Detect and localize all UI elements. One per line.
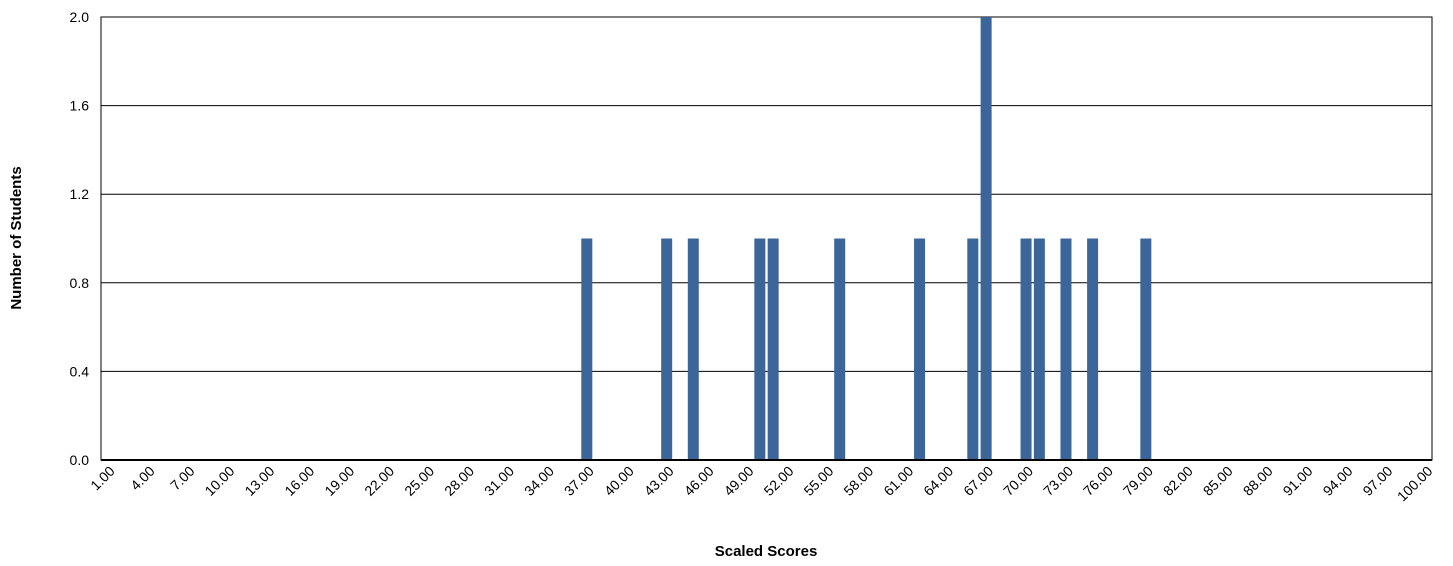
bar xyxy=(980,17,992,460)
bars xyxy=(581,17,1152,460)
x-tick-label: 25.00 xyxy=(401,463,437,499)
x-axis-title: Scaled Scores xyxy=(715,543,818,560)
x-tick-label: 4.00 xyxy=(127,463,158,494)
bar xyxy=(754,238,766,460)
bar xyxy=(581,238,593,460)
x-tick-label: 94.00 xyxy=(1320,463,1356,499)
x-tick-label: 79.00 xyxy=(1120,463,1156,499)
bar xyxy=(1140,238,1152,460)
x-tick-label: 91.00 xyxy=(1280,463,1316,499)
y-tick-label: 0.8 xyxy=(70,275,90,291)
x-tick-label: 70.00 xyxy=(1000,463,1036,499)
y-tick-label: 1.6 xyxy=(70,98,90,114)
x-tick-label: 19.00 xyxy=(321,463,357,499)
x-tick-label: 76.00 xyxy=(1080,463,1116,499)
x-tick-label: 16.00 xyxy=(281,463,317,499)
x-tick-label: 40.00 xyxy=(601,463,637,499)
y-tick-label: 0.0 xyxy=(70,452,90,468)
x-tick-label: 34.00 xyxy=(521,463,557,499)
y-tick-label: 2.0 xyxy=(70,9,90,25)
x-tick-label: 85.00 xyxy=(1200,463,1236,499)
bar xyxy=(1020,238,1032,460)
bar xyxy=(1033,238,1045,460)
bar xyxy=(834,238,846,460)
x-tick-label: 22.00 xyxy=(361,463,397,499)
x-tick-label: 58.00 xyxy=(840,463,876,499)
x-tick-label: 1.00 xyxy=(87,463,118,494)
y-axis-title: Number of Students xyxy=(8,166,25,309)
x-tick-label: 67.00 xyxy=(960,463,996,499)
x-tick-label: 97.00 xyxy=(1359,463,1395,499)
bar xyxy=(661,238,673,460)
bar xyxy=(1087,238,1099,460)
x-tick-label: 82.00 xyxy=(1160,463,1196,499)
x-tick-label: 100.00 xyxy=(1394,463,1436,505)
y-tick-labels: 0.0 0.4 0.8 1.2 1.6 2.0 xyxy=(70,9,90,468)
bar xyxy=(967,238,979,460)
y-tick-label: 1.2 xyxy=(70,186,90,202)
bar xyxy=(914,238,926,460)
x-tick-label: 43.00 xyxy=(641,463,677,499)
bar xyxy=(767,238,779,460)
plot-area xyxy=(100,16,1433,461)
bar xyxy=(1060,238,1072,460)
x-tick-label: 61.00 xyxy=(880,463,916,499)
x-tick-labels: 1.00 4.00 7.00 10.00 13.00 16.00 19.00 22.00 25.… xyxy=(87,463,1435,505)
x-tick-label: 10.00 xyxy=(201,463,237,499)
x-tick-label: 31.00 xyxy=(481,463,517,499)
gridlines xyxy=(101,105,1432,372)
x-tick-label: 49.00 xyxy=(721,463,757,499)
x-tick-label: 88.00 xyxy=(1240,463,1276,499)
x-tick-label: 13.00 xyxy=(241,463,277,499)
bar xyxy=(687,238,699,460)
x-tick-label: 55.00 xyxy=(800,463,836,499)
x-tick-label: 7.00 xyxy=(167,463,198,494)
y-tick-label: 0.4 xyxy=(70,363,90,379)
x-tick-label: 37.00 xyxy=(561,463,597,499)
x-tick-label: 73.00 xyxy=(1040,463,1076,499)
x-tick-label: 52.00 xyxy=(760,463,796,499)
x-tick-label: 46.00 xyxy=(681,463,717,499)
x-tick-label: 64.00 xyxy=(920,463,956,499)
x-tick-label: 28.00 xyxy=(441,463,477,499)
